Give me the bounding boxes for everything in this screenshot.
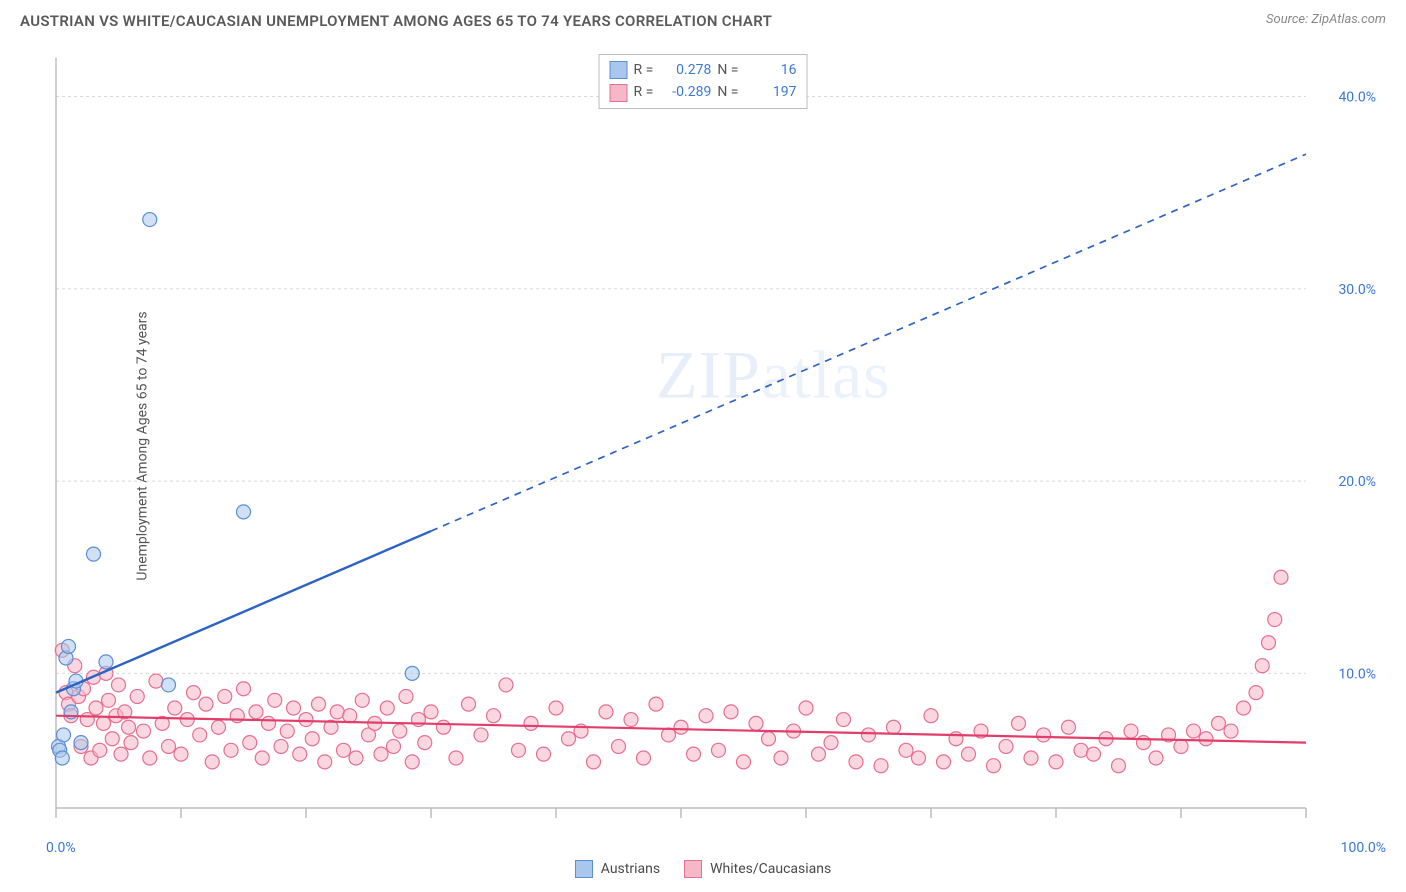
legend-r-value-0: 0.278 bbox=[659, 59, 711, 81]
legend-n-label: N = bbox=[717, 81, 738, 103]
swatch-whites-icon bbox=[684, 860, 702, 878]
swatch-austrians-icon bbox=[575, 860, 593, 878]
legend-row-austrians: R = 0.278 N = 16 bbox=[610, 59, 797, 81]
correlation-legend: R = 0.278 N = 16 R = -0.289 N = 197 bbox=[599, 54, 808, 109]
series-legend: Austrians Whites/Caucasians bbox=[0, 860, 1406, 878]
chart-title: AUSTRIAN VS WHITE/CAUCASIAN UNEMPLOYMENT… bbox=[20, 12, 772, 30]
legend-n-value-0: 16 bbox=[744, 59, 796, 81]
svg-text:40.0%: 40.0% bbox=[1338, 89, 1376, 105]
swatch-whites-icon bbox=[610, 84, 628, 102]
legend-r-label: R = bbox=[634, 81, 654, 103]
x-axis-end-labels: 0.0% 100.0% bbox=[46, 840, 1386, 856]
legend-label-0: Austrians bbox=[601, 861, 660, 877]
legend-r-value-1: -0.289 bbox=[659, 81, 711, 103]
svg-text:10.0%: 10.0% bbox=[1338, 666, 1376, 682]
legend-r-label: R = bbox=[634, 59, 654, 81]
legend-n-label: N = bbox=[717, 59, 738, 81]
swatch-austrians-icon bbox=[610, 61, 628, 79]
svg-text:30.0%: 30.0% bbox=[1338, 282, 1376, 298]
legend-item-austrians: Austrians bbox=[575, 860, 660, 878]
scatter-chart-svg: 10.0% 20.0% 30.0% 40.0% bbox=[46, 48, 1386, 844]
x-min-label: 0.0% bbox=[46, 840, 76, 856]
chart-area: 10.0% 20.0% 30.0% 40.0% bbox=[46, 48, 1386, 844]
legend-n-value-1: 197 bbox=[744, 81, 796, 103]
x-max-label: 100.0% bbox=[1341, 840, 1386, 856]
legend-item-whites: Whites/Caucasians bbox=[684, 860, 831, 878]
svg-text:20.0%: 20.0% bbox=[1338, 474, 1376, 490]
legend-row-whites: R = -0.289 N = 197 bbox=[610, 81, 797, 103]
legend-label-1: Whites/Caucasians bbox=[710, 861, 831, 877]
source-attribution: Source: ZipAtlas.com bbox=[1266, 12, 1386, 27]
